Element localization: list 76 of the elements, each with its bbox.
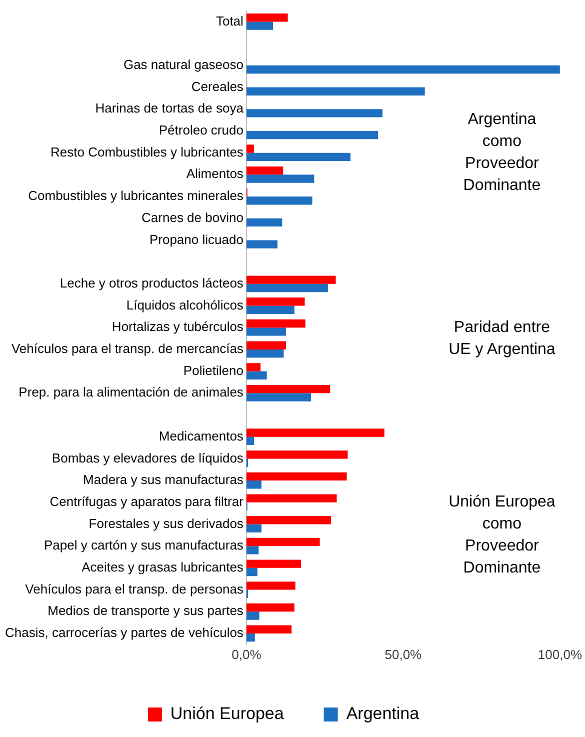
y-tick-label: Papel y cartón y sus manufacturas [44, 538, 244, 553]
y-tick-label: Harinas de tortas de soya [95, 100, 244, 116]
y-tick-label: Leche y otros productos lácteos [60, 275, 244, 290]
bar [246, 130, 378, 140]
y-tick-label: Forestales y sus derivados [88, 516, 244, 531]
bar [246, 480, 262, 489]
bar [246, 22, 274, 30]
bar [246, 87, 425, 96]
bar [246, 174, 314, 183]
y-tick-label: Chasis, carrocerías y partes de vehículos [5, 625, 244, 640]
y-tick-label: Resto Combustibles y lubricantes [50, 144, 244, 160]
y-tick-label: Prep. para la alimentación de animales [18, 384, 244, 400]
y-tick-label: Combustibles y lubricantes minerales [28, 188, 244, 204]
bar [246, 371, 267, 380]
bar [246, 524, 262, 532]
y-tick-label: Líquidos alcohólicos [126, 297, 244, 312]
bar [246, 538, 320, 546]
bar [246, 284, 328, 292]
y-tick-label: Madera y sus manufacturas [83, 472, 244, 488]
annotation: Argentina como Proveedor Dominante [463, 111, 541, 194]
bar [246, 144, 254, 153]
bar [246, 436, 254, 446]
bar [246, 349, 284, 358]
bar [246, 582, 296, 590]
bar [246, 625, 292, 634]
bar [246, 319, 306, 328]
bar [246, 393, 312, 402]
bar [246, 166, 284, 175]
bar [246, 298, 305, 306]
y-tick-label: Vehículos para el transp. de mercancías [11, 341, 244, 356]
bar [246, 428, 384, 437]
legend-label: Unión Europea [170, 704, 284, 724]
bar [246, 152, 351, 162]
bar [246, 65, 560, 74]
y-tick-label: Bombas y elevadores de líquidos [52, 450, 244, 466]
y-tick-label: Medios de transporte y sus partes [48, 603, 244, 618]
bar [246, 363, 261, 372]
bar [246, 341, 286, 350]
annotation: Unión Europea como Proveedor Dominante [448, 494, 556, 577]
annotation: Paridad entre UE y Argentina [448, 318, 556, 358]
bar [246, 109, 383, 118]
bar [246, 560, 301, 568]
y-tick-label: Propano licuado [149, 232, 244, 247]
bar [246, 384, 330, 394]
y-tick-label: Aceites y grasas lubricantes [82, 560, 244, 575]
bar [246, 196, 312, 205]
x-tick-label: 100,0% [538, 646, 582, 662]
bar [246, 568, 258, 576]
bar [246, 633, 255, 642]
y-tick-label: Hortalizas y tubérculos [112, 319, 244, 334]
y-tick-label: Centrífugas y aparatos para filtrar [50, 494, 244, 509]
bar [246, 328, 286, 336]
y-tick-label: Pétroleo crudo [158, 122, 244, 138]
bar [246, 450, 348, 459]
bar [246, 306, 294, 314]
bar [246, 14, 288, 22]
bar [246, 546, 259, 554]
bar [246, 603, 294, 612]
bar [246, 240, 278, 248]
bar [246, 472, 347, 481]
x-tick-label: 0,0% [232, 646, 262, 662]
legend-label: Argentina [346, 704, 420, 724]
bar [246, 494, 337, 502]
x-tick-label: 50,0% [384, 646, 422, 662]
bar [246, 516, 332, 524]
y-tick-label: Total [216, 13, 244, 28]
bar [246, 276, 336, 284]
y-tick-label: Alimentos [186, 166, 244, 182]
bar [246, 218, 282, 227]
y-tick-label: Medicamentos [158, 428, 244, 444]
y-tick-label: Gas natural gaseoso [123, 57, 244, 72]
y-tick-label: Polietileno [183, 362, 244, 378]
bar [246, 612, 260, 620]
y-tick-label: Carnes de bovino [142, 210, 244, 225]
y-tick-label: Vehículos para el transp. de personas [25, 581, 244, 596]
y-tick-label: Cereales [191, 78, 244, 94]
